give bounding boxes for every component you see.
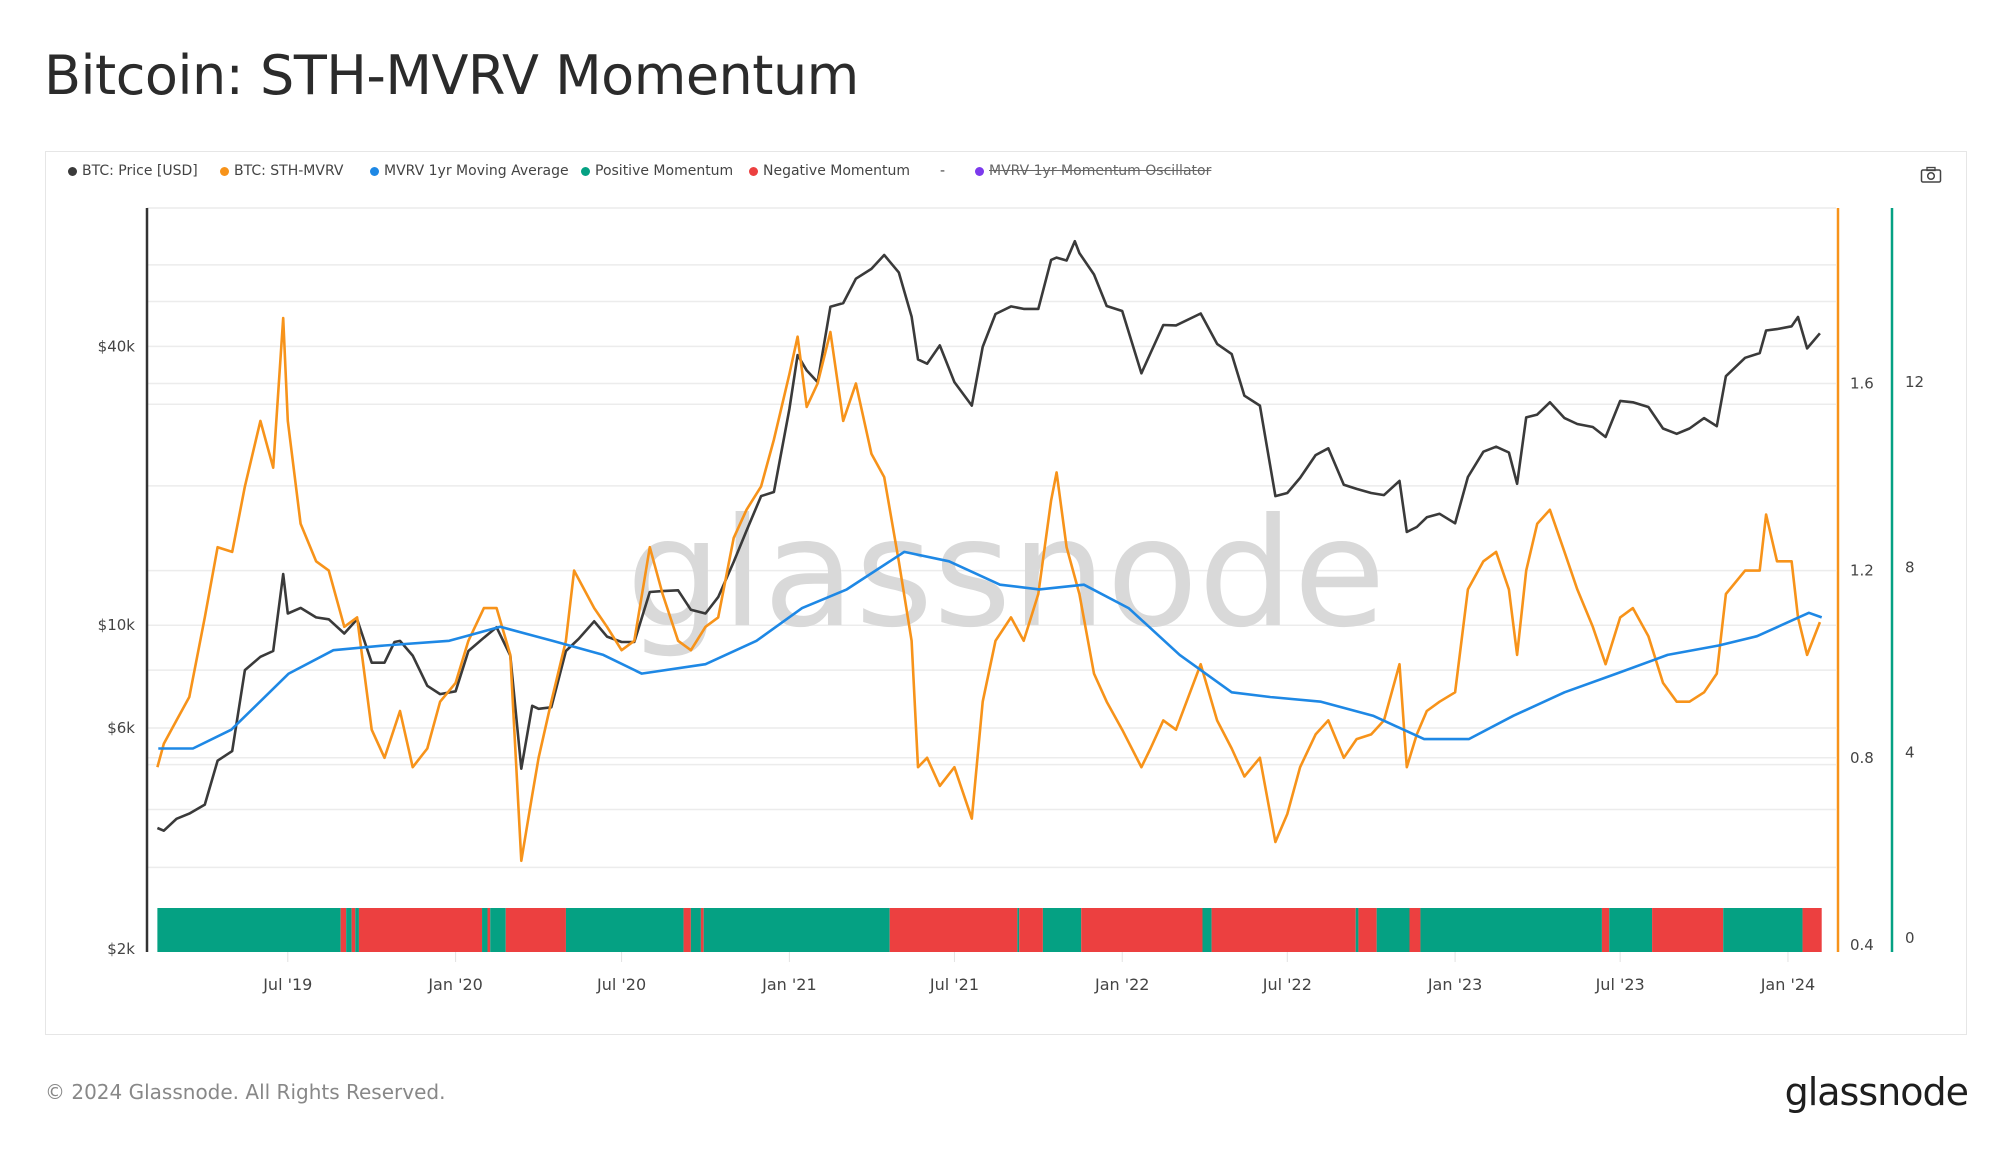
legend-dot [220, 166, 229, 176]
negative-momentum-bar [1802, 908, 1822, 952]
legend-item-momentum-oscillator[interactable]: MVRV 1yr Momentum Oscillator [975, 163, 1211, 179]
negative-momentum-bar [1652, 908, 1724, 952]
btc-price-usd-line [156, 239, 1821, 832]
chart-panel [45, 151, 1967, 1035]
gridlines [147, 207, 1836, 962]
x-tick-label: Jul '23 [1595, 975, 1645, 994]
price-tick-label: $2k [107, 940, 135, 958]
glassnode-logo: glassnode [1784, 1070, 1969, 1114]
price-tick-label: $6k [107, 719, 135, 737]
btc-sth-mvrv-line [156, 316, 1822, 863]
positive-momentum-bar [1017, 908, 1020, 952]
negative-momentum-bar [505, 908, 566, 952]
legend-dot [370, 166, 379, 176]
negative-momentum-bar [487, 908, 491, 952]
positive-momentum-bar [482, 908, 488, 952]
x-tick-label: Jul '21 [929, 975, 979, 994]
positive-momentum-bar [1609, 908, 1653, 952]
oscillator-tick-label: 12 [1905, 373, 1924, 391]
positive-momentum-bar [690, 908, 701, 952]
negative-momentum-bar [340, 908, 347, 952]
legend-dot [975, 166, 984, 176]
positive-momentum-bar [1042, 908, 1082, 952]
negative-momentum-bar [1211, 908, 1356, 952]
page-title: Bitcoin: STH-MVRV Momentum [44, 44, 859, 107]
x-tick-label: Jul '20 [596, 975, 646, 994]
negative-momentum-bar [683, 908, 691, 952]
negative-momentum-bar [1601, 908, 1610, 952]
positive-momentum-bar [1420, 908, 1602, 952]
copyright-footer: © 2024 Glassnode. All Rights Reserved. [45, 1080, 446, 1104]
negative-momentum-bar [358, 908, 483, 952]
oscillator-tick-label: 4 [1905, 744, 1915, 762]
legend-dot [749, 166, 758, 176]
axes: $2k $6k $10k $40k 0.4 0.8 1.2 1.6 0 4 8 12 Jul '19 Ja… [98, 208, 1924, 994]
x-tick-label: Jul '19 [262, 975, 312, 994]
x-tick-label: Jan '22 [1094, 975, 1150, 994]
negative-momentum-bar [1358, 908, 1377, 952]
negative-momentum-bar [700, 908, 704, 952]
mvrv-tick-label: 0.8 [1850, 749, 1874, 767]
camera-icon[interactable] [1920, 166, 1942, 184]
negative-momentum-bar [1409, 908, 1421, 952]
x-tick-label: Jul '22 [1262, 975, 1312, 994]
watermark: glassnode [626, 487, 1385, 661]
positive-momentum-bar [1376, 908, 1410, 952]
negative-momentum-bar [1019, 908, 1043, 952]
mvrv-tick-label: 1.2 [1850, 562, 1874, 580]
negative-momentum-bar [889, 908, 1018, 952]
legend-item-price[interactable]: BTC: Price [USD] [68, 163, 198, 179]
positive-momentum-bar [1355, 908, 1359, 952]
legend-item-negative-momentum[interactable]: Negative Momentum [749, 163, 910, 179]
legend-item-positive-momentum[interactable]: Positive Momentum [581, 163, 733, 179]
legend-item-separator[interactable]: - [940, 163, 946, 179]
positive-momentum-bar [1723, 908, 1803, 952]
momentum-bars [157, 908, 1822, 952]
mvrv-1yr-moving-average-line [158, 550, 1823, 750]
negative-momentum-bar [351, 908, 356, 952]
series-lines [156, 239, 1823, 863]
x-tick-label: Jan '20 [427, 975, 483, 994]
mvrv-tick-label: 0.4 [1850, 936, 1874, 954]
positive-momentum-bar [1202, 908, 1212, 952]
legend-item-sth-mvrv[interactable]: BTC: STH-MVRV [220, 163, 344, 179]
x-tick-label: Jan '21 [761, 975, 817, 994]
legend-dot [68, 166, 77, 176]
oscillator-tick-label: 0 [1905, 929, 1915, 947]
price-tick-label: $40k [98, 337, 136, 355]
positive-momentum-bar [355, 908, 359, 952]
positive-momentum-bar [157, 908, 341, 952]
legend-item-moving-average[interactable]: MVRV 1yr Moving Average [370, 163, 569, 179]
positive-momentum-bar [346, 908, 352, 952]
x-tick-label: Jan '24 [1760, 975, 1816, 994]
price-tick-label: $10k [98, 616, 136, 634]
legend-dot [581, 166, 590, 176]
oscillator-tick-label: 8 [1905, 558, 1915, 576]
mvrv-tick-label: 1.6 [1850, 374, 1874, 392]
positive-momentum-bar [490, 908, 506, 952]
negative-momentum-bar [1081, 908, 1203, 952]
positive-momentum-bar [703, 908, 890, 952]
x-tick-label: Jan '23 [1427, 975, 1483, 994]
positive-momentum-bar [565, 908, 684, 952]
